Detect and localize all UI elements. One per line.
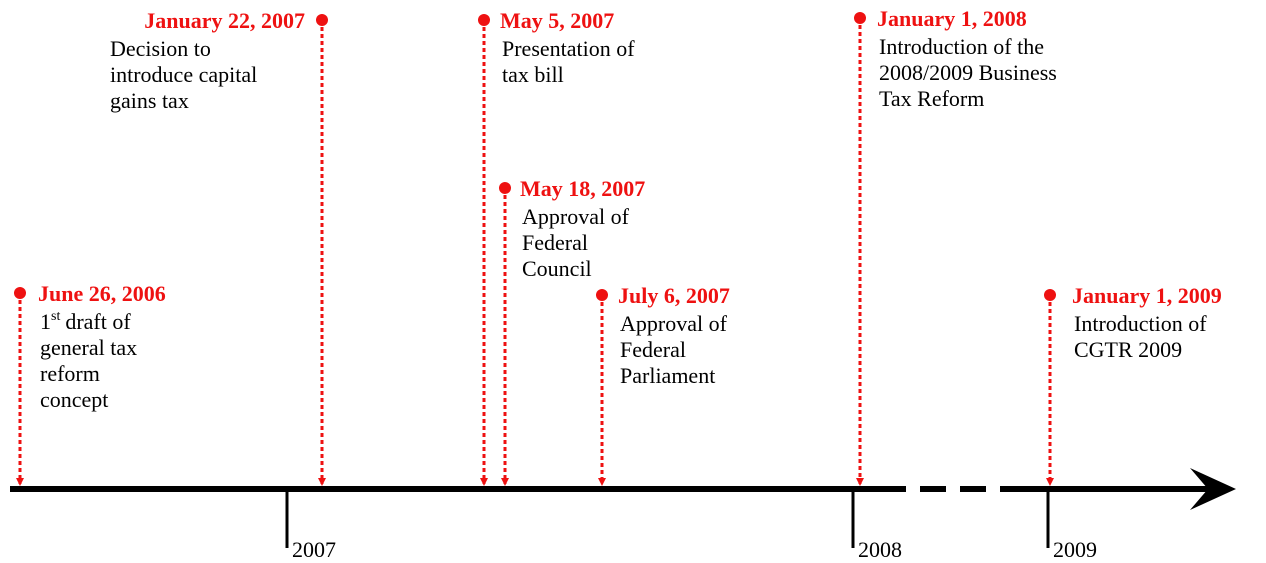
event-dot xyxy=(596,289,608,301)
event-description: gains tax xyxy=(110,88,189,113)
description-line: draft of xyxy=(65,309,131,334)
event-date: May 5, 2007 xyxy=(500,8,614,33)
event-description: Council xyxy=(522,256,592,281)
event-description: Introduction of the xyxy=(879,34,1044,59)
event-date: June 26, 2006 xyxy=(38,281,166,306)
ordinal-suffix: st xyxy=(51,309,60,324)
event-description: Approval of xyxy=(620,311,728,336)
event-description: Decision to xyxy=(110,36,211,61)
event-dot xyxy=(478,14,490,26)
year-label: 2009 xyxy=(1053,537,1097,562)
event-dot xyxy=(316,14,328,26)
event-description: Introduction of xyxy=(1074,311,1207,336)
event-dot xyxy=(14,287,26,299)
event-description: Approval of xyxy=(522,204,630,229)
year-label: 2008 xyxy=(858,537,902,562)
event-dot xyxy=(1044,289,1056,301)
event-description: reform xyxy=(40,361,100,386)
event-description: concept xyxy=(40,387,108,412)
axis xyxy=(10,468,1236,510)
event-date: July 6, 2007 xyxy=(618,283,730,308)
event-date: January 1, 2008 xyxy=(877,6,1027,31)
event-description: introduce capital xyxy=(110,62,257,87)
event-dot xyxy=(854,12,866,24)
event-description: 2008/2009 Business xyxy=(879,60,1057,85)
event-description: Presentation of xyxy=(502,36,635,61)
event-date: January 1, 2009 xyxy=(1072,283,1222,308)
event-date: January 22, 2007 xyxy=(144,8,305,33)
event-description: general tax xyxy=(40,335,137,360)
event-description: Federal xyxy=(620,337,686,362)
event-description: CGTR 2009 xyxy=(1074,337,1182,362)
event-description: 1st draft of xyxy=(40,309,131,334)
year-label: 2007 xyxy=(292,537,336,562)
event: January 1, 2008 Introduction of the2008/2… xyxy=(854,6,1057,486)
event-description: Tax Reform xyxy=(879,86,984,111)
event-description: Federal xyxy=(522,230,588,255)
event-dot xyxy=(499,182,511,194)
event-date: May 18, 2007 xyxy=(520,176,645,201)
event-description: tax bill xyxy=(502,62,564,87)
ordinal-number: 1 xyxy=(40,309,51,334)
event-description: Parliament xyxy=(620,363,715,388)
